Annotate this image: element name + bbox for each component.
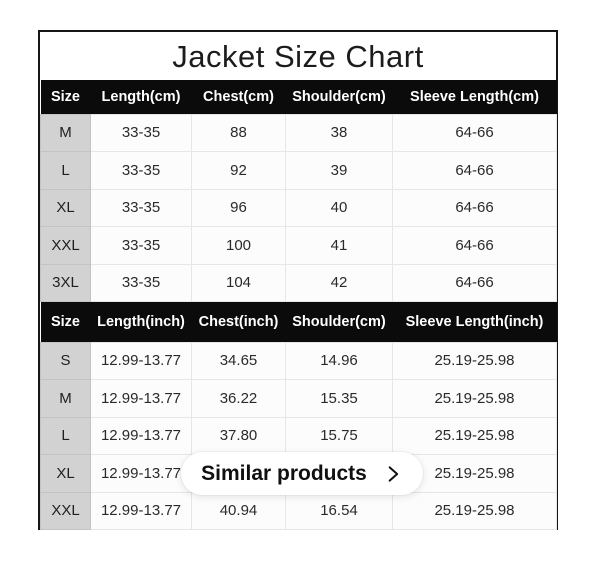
table-cell: 33-35 — [90, 188, 192, 227]
header-row-inch: Size Length(inch) Chest(inch) Shoulder(c… — [40, 302, 557, 342]
column-header-size: Size — [40, 80, 91, 114]
table-cell: 40 — [285, 188, 393, 227]
table-cell: 33-35 — [90, 226, 192, 265]
table-row: XL 33-35 96 40 64-66 — [40, 188, 557, 227]
chart-title: Jacket Size Chart — [172, 39, 424, 74]
table-cell: 64-66 — [392, 263, 557, 302]
table-cell: 12.99-13.77 — [90, 341, 192, 380]
table-cell: 39 — [285, 151, 393, 190]
size-label-cell: M — [40, 113, 91, 152]
column-header-shoulder-cm: Shoulder(cm) — [285, 302, 393, 342]
size-table-cm: Size Length(cm) Chest(cm) Shoulder(cm) S… — [40, 80, 557, 302]
table-cell: 64-66 — [392, 151, 557, 190]
table-cell: 92 — [191, 151, 286, 190]
size-chart-card: Jacket Size Chart Size Length(cm) Chest(… — [38, 30, 558, 530]
table-cell: 36.22 — [191, 379, 286, 418]
size-label-cell: XL — [40, 454, 91, 493]
column-header-length-cm: Length(cm) — [90, 80, 192, 114]
table-row: L 33-35 92 39 64-66 — [40, 151, 557, 190]
table-cell: 15.75 — [285, 416, 393, 455]
table-cell: 64-66 — [392, 188, 557, 227]
table-cell: 37.80 — [191, 416, 286, 455]
size-label-cell: L — [40, 416, 91, 455]
table-cell: 64-66 — [392, 226, 557, 265]
table-row: 3XL 33-35 104 42 64-66 — [40, 263, 557, 302]
table-cell: 12.99-13.77 — [90, 416, 192, 455]
table-row: M 33-35 88 38 64-66 — [40, 113, 557, 152]
size-label-cell: XXL — [40, 491, 91, 530]
size-label-cell: M — [40, 379, 91, 418]
table-cell: 33-35 — [90, 263, 192, 302]
table-cell: 64-66 — [392, 113, 557, 152]
size-label-cell: XXL — [40, 226, 91, 265]
size-label-cell: S — [40, 341, 91, 380]
table-cell: 25.19-25.98 — [392, 379, 557, 418]
size-table-inch: Size Length(inch) Chest(inch) Shoulder(c… — [40, 302, 557, 530]
size-label-cell: XL — [40, 188, 91, 227]
column-header-chest-cm: Chest(cm) — [191, 80, 286, 114]
table-row: S 12.99-13.77 34.65 14.96 25.19-25.98 — [40, 341, 557, 380]
table-cell: 104 — [191, 263, 286, 302]
table-row: L 12.99-13.77 37.80 15.75 25.19-25.98 — [40, 416, 557, 455]
table-cell: 12.99-13.77 — [90, 491, 192, 530]
table-cell: 100 — [191, 226, 286, 265]
table-cell: 88 — [191, 113, 286, 152]
chevron-right-icon — [388, 465, 399, 482]
table-cell: 34.65 — [191, 341, 286, 380]
similar-products-label: Similar products — [201, 461, 367, 485]
table-cell: 25.19-25.98 — [392, 454, 557, 493]
column-header-sleeve-inch: Sleeve Length(inch) — [392, 302, 557, 342]
table-row: XXL 33-35 100 41 64-66 — [40, 226, 557, 265]
table-cell: 38 — [285, 113, 393, 152]
table-cell: 33-35 — [90, 113, 192, 152]
table-cell: 40.94 — [191, 491, 286, 530]
table-cell: 33-35 — [90, 151, 192, 190]
column-header-sleeve-cm: Sleeve Length(cm) — [392, 80, 557, 114]
table-cell: 25.19-25.98 — [392, 341, 557, 380]
header-row-cm: Size Length(cm) Chest(cm) Shoulder(cm) S… — [40, 80, 557, 114]
table-row: XXL 12.99-13.77 40.94 16.54 25.19-25.98 — [40, 491, 557, 530]
table-cell: 42 — [285, 263, 393, 302]
table-cell: 12.99-13.77 — [90, 379, 192, 418]
table-row: M 12.99-13.77 36.22 15.35 25.19-25.98 — [40, 379, 557, 418]
similar-products-button[interactable]: Similar products — [181, 452, 423, 495]
table-cell: 16.54 — [285, 491, 393, 530]
table-cell: 25.19-25.98 — [392, 491, 557, 530]
table-cell: 41 — [285, 226, 393, 265]
column-header-shoulder-cm: Shoulder(cm) — [285, 80, 393, 114]
table-cell: 96 — [191, 188, 286, 227]
table-cell: 12.99-13.77 — [90, 454, 192, 493]
table-cell: 14.96 — [285, 341, 393, 380]
size-label-cell: 3XL — [40, 263, 91, 302]
table-cell: 15.35 — [285, 379, 393, 418]
column-header-size: Size — [40, 302, 91, 342]
column-header-length-inch: Length(inch) — [90, 302, 192, 342]
column-header-chest-inch: Chest(inch) — [191, 302, 286, 342]
size-label-cell: L — [40, 151, 91, 190]
table-cell: 25.19-25.98 — [392, 416, 557, 455]
